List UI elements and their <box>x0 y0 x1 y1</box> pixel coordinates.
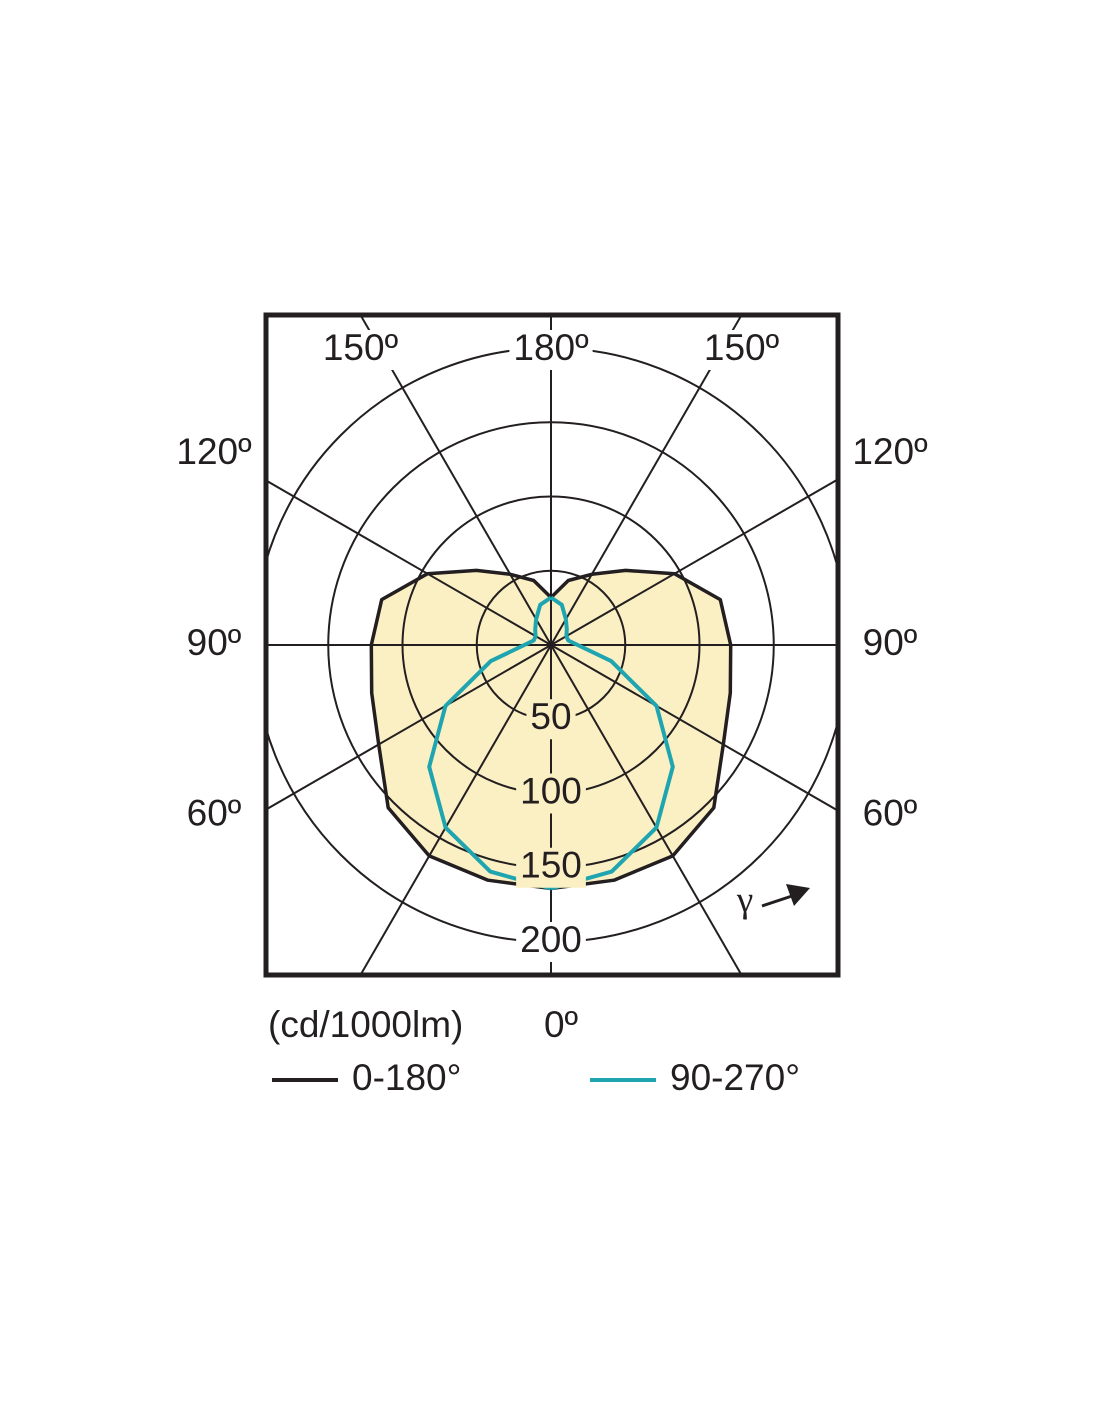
grid-spoke <box>550 644 743 975</box>
grid-spoke <box>550 478 838 646</box>
tick-label-bg <box>526 699 576 740</box>
tick-label-bg <box>699 330 784 370</box>
angle-tick-label: 90º <box>187 622 242 663</box>
grid-spoke <box>550 644 838 812</box>
legend-label: 0-180° <box>352 1057 461 1098</box>
series-line <box>549 568 733 891</box>
tick-label-bg <box>318 330 403 370</box>
angle-tick-label: 60º <box>187 792 242 833</box>
r-tick-label: 100 <box>520 770 582 811</box>
r-tick-label: 150 <box>520 845 582 886</box>
unit-label: (cd/1000lm) <box>268 1004 463 1045</box>
angle-tick-label: 150º <box>704 327 780 368</box>
series-line <box>549 595 675 891</box>
angle-tick-label: 150º <box>323 327 399 368</box>
angle-tick-label: 0º <box>544 1004 579 1045</box>
gamma-arrow <box>761 894 793 908</box>
legend: 0-180° 90-270° <box>272 1057 800 1098</box>
tick-label-bg <box>509 330 593 370</box>
grid-spoke <box>359 644 552 975</box>
grid-spoke <box>550 315 743 646</box>
angle-tick-label: 180º <box>513 327 589 368</box>
series-line <box>427 595 553 891</box>
grid-spoke <box>266 479 552 646</box>
grid-spoke <box>359 315 552 646</box>
angle-tick-label: 120º <box>852 431 928 472</box>
angle-tick-label: 60º <box>863 792 918 833</box>
grid-spoke <box>266 644 552 811</box>
legend-label: 90-270° <box>670 1057 800 1098</box>
overlay: 50 100 150 200 0º 60º 60º 90º 90º 120º 120º 150º 150… <box>176 327 928 1045</box>
area-fill <box>371 570 551 889</box>
tick-label-bg <box>516 922 586 962</box>
tick-label-bg <box>516 773 586 814</box>
series-line <box>369 568 553 891</box>
angle-tick-label: 120º <box>176 431 252 472</box>
frame <box>263 312 841 978</box>
plot-area <box>266 315 838 975</box>
angle-tick-label: 90º <box>863 622 918 663</box>
tick-label-bg <box>516 847 586 888</box>
gamma-arrowhead <box>786 884 810 906</box>
r-tick-label: 200 <box>520 919 582 960</box>
r-tick-label: 50 <box>530 696 571 737</box>
gamma-label: γ <box>736 879 753 920</box>
area-fill <box>551 570 731 889</box>
